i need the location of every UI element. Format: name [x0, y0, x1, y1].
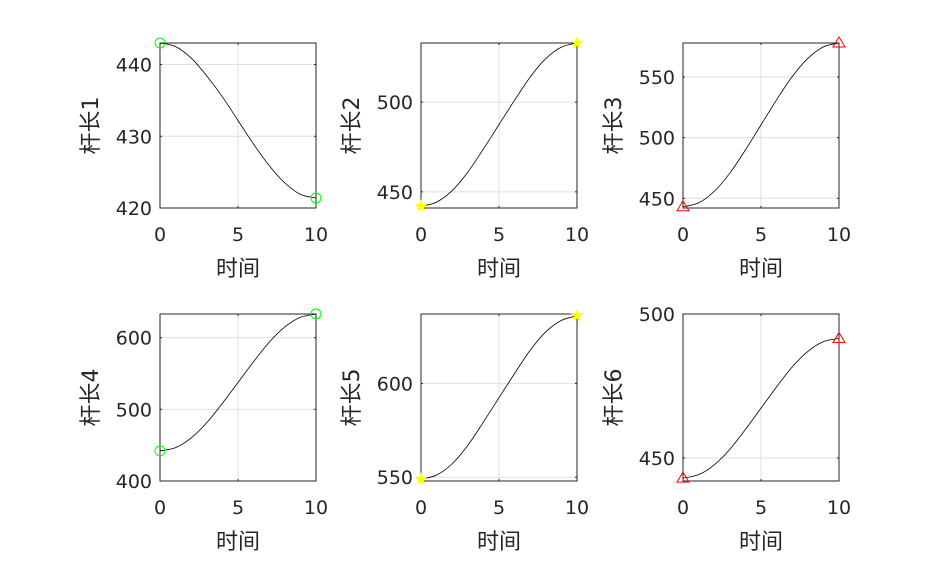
y-tick-label: 550	[639, 67, 675, 89]
endpoint-marker-circle	[310, 308, 322, 320]
series-line	[159, 313, 317, 452]
y-axis-label: 杆长1	[79, 97, 104, 155]
y-tick-label: 500	[639, 128, 675, 150]
y-tick-label: 420	[116, 198, 152, 220]
x-tick-label: 0	[154, 497, 166, 519]
x-axis-label: 时间	[739, 530, 783, 555]
y-tick-label: 400	[116, 471, 152, 493]
x-tick-label: 10	[565, 224, 589, 246]
y-tick-label: 450	[639, 188, 675, 210]
x-tick-label: 5	[493, 224, 505, 246]
endpoint-marker-star	[570, 309, 584, 322]
series-line	[420, 42, 578, 207]
subplot-1: 0 5 10 420 430 440 时间 杆长1	[79, 37, 328, 282]
x-tick-label: 10	[827, 224, 851, 246]
x-tick-label: 0	[415, 224, 427, 246]
x-tick-label: 5	[755, 497, 767, 519]
y-tick-label: 550	[377, 467, 413, 489]
endpoint-marker-triangle	[832, 36, 846, 48]
y-tick-label: 450	[377, 182, 413, 204]
y-tick-label: 600	[377, 373, 413, 395]
x-axis-label: 时间	[739, 257, 783, 282]
subplot-4: 0 5 10 400 500 600 时间 杆长4	[79, 308, 328, 555]
y-tick-label: 500	[639, 304, 675, 326]
y-tick-label: 440	[116, 55, 152, 77]
x-tick-label: 0	[677, 497, 689, 519]
x-tick-label: 10	[304, 497, 328, 519]
y-axis-label: 杆长5	[340, 369, 365, 427]
x-tick-label: 5	[232, 224, 244, 246]
x-axis-label: 时间	[477, 257, 521, 282]
series-line	[682, 338, 840, 479]
y-tick-label: 500	[377, 92, 413, 114]
x-tick-label: 10	[304, 224, 328, 246]
x-axis-label: 时间	[216, 257, 260, 282]
y-axis-label: 杆长4	[79, 369, 104, 427]
endpoint-marker-triangle	[832, 331, 846, 343]
x-tick-label: 5	[232, 497, 244, 519]
endpoint-marker-star	[414, 199, 428, 212]
y-tick-label: 430	[116, 126, 152, 148]
x-tick-label: 0	[154, 224, 166, 246]
y-tick-label: 450	[639, 448, 675, 470]
x-tick-label: 0	[415, 497, 427, 519]
subplot-2: 0 5 10 450 500 时间 杆长2	[340, 36, 589, 282]
x-axis-label: 时间	[216, 530, 260, 555]
endpoint-marker-star	[414, 472, 428, 485]
endpoint-marker-triangle	[676, 199, 690, 212]
y-axis-label: 杆长3	[602, 97, 627, 155]
x-tick-label: 5	[755, 224, 767, 246]
series-line	[159, 42, 317, 199]
series-line	[420, 315, 578, 480]
y-axis-label: 杆长6	[602, 369, 627, 427]
subplot-5: 0 5 10 550 600 时间 杆长5	[340, 309, 589, 555]
x-tick-label: 0	[677, 224, 689, 246]
y-axis-label: 杆长2	[340, 97, 365, 155]
subplot-6: 0 5 10 450 500 时间 杆长6	[602, 304, 851, 555]
series-line	[682, 42, 840, 208]
subplot-3: 0 5 10 450 500 550 时间 杆长3	[602, 36, 851, 282]
endpoint-marker-circle	[310, 192, 322, 204]
endpoint-marker-triangle	[676, 471, 690, 483]
x-tick-label: 10	[565, 497, 589, 519]
x-tick-label: 5	[493, 497, 505, 519]
x-tick-label: 10	[827, 497, 851, 519]
endpoint-marker-star	[570, 36, 584, 49]
endpoint-marker-circle	[154, 445, 166, 457]
y-tick-label: 600	[116, 328, 152, 350]
endpoint-marker-circle	[154, 37, 166, 49]
y-tick-label: 500	[116, 399, 152, 421]
x-axis-label: 时间	[477, 530, 521, 555]
